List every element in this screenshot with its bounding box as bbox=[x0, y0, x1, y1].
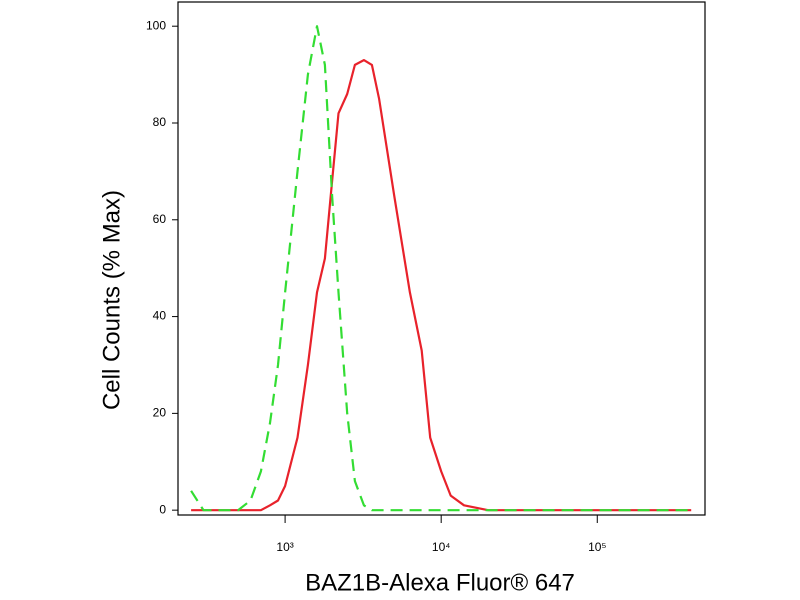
y-tick-label: 0 bbox=[159, 502, 166, 516]
x-tick-label: 10³ bbox=[276, 540, 293, 554]
y-tick-label: 20 bbox=[153, 406, 167, 420]
y-tick-label: 40 bbox=[153, 309, 167, 323]
series-line bbox=[191, 59, 692, 512]
y-tick-label: 60 bbox=[153, 212, 167, 226]
series-line bbox=[190, 25, 692, 512]
x-tick-label: 10⁵ bbox=[588, 540, 606, 554]
x-axis-title: BAZ1B-Alexa Fluor® 647 bbox=[305, 569, 575, 596]
y-tick-label: 80 bbox=[153, 115, 167, 129]
y-tick-label: 100 bbox=[146, 18, 166, 32]
x-tick-label: 10⁴ bbox=[432, 540, 451, 554]
plot-frame bbox=[177, 1, 706, 516]
y-axis-title: Cell Counts (% Max) bbox=[98, 190, 125, 410]
